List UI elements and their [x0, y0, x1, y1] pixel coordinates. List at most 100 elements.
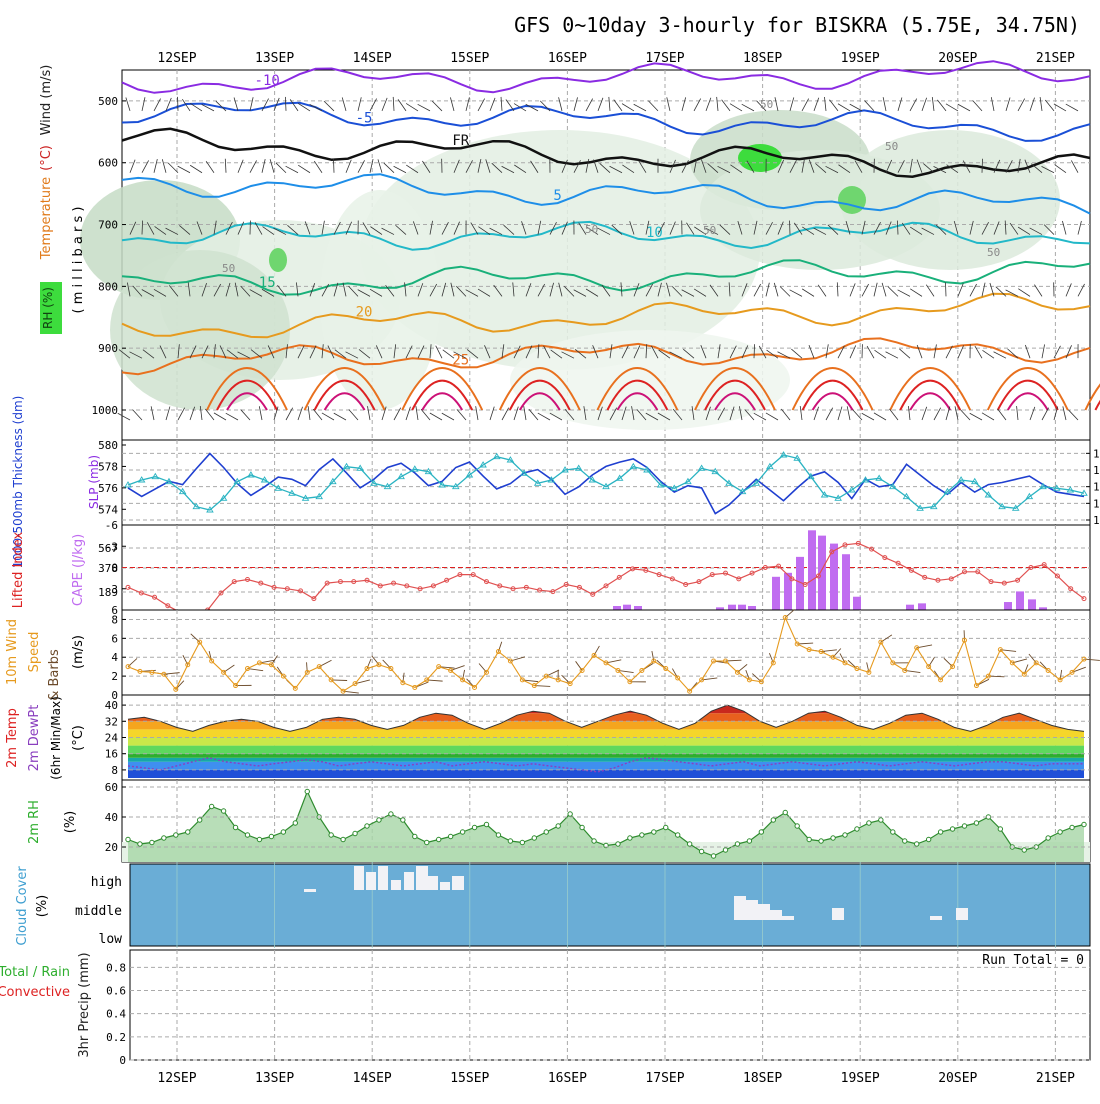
rh-contour-label: 50	[987, 246, 1000, 259]
rh-tick-label: 60	[105, 781, 118, 794]
temp-axis-label-4: (°C)	[71, 725, 86, 751]
rh-point	[747, 839, 751, 843]
rh-point	[460, 830, 464, 834]
pressure-tick-label: 500	[98, 95, 118, 108]
top-day-label: 18SEP	[743, 51, 782, 66]
rh-point	[843, 833, 847, 837]
bottom-day-label: 13SEP	[255, 1071, 294, 1086]
cloud-cover-bar	[832, 908, 844, 920]
rh-point	[664, 825, 668, 829]
isotherm-label: -10	[255, 73, 280, 89]
cloud-panel	[130, 864, 1090, 946]
slp-tick-label: 1018	[1093, 464, 1100, 477]
top-day-label: 13SEP	[255, 51, 294, 66]
rh-point	[257, 837, 261, 841]
wind-axis-label-2: Speed	[27, 632, 42, 673]
rh-point	[353, 831, 357, 835]
rh-point	[437, 837, 441, 841]
rh-point	[221, 809, 225, 813]
cloud-cover-bar	[440, 882, 450, 890]
isotherm-label: 15	[259, 275, 276, 291]
rh-contour-label: 50	[222, 262, 235, 275]
cape-bar	[808, 530, 816, 610]
cape-bar	[1004, 602, 1012, 610]
rh-point	[950, 827, 954, 831]
rh-point	[472, 825, 476, 829]
rh-point	[293, 821, 297, 825]
rh-point	[711, 854, 715, 858]
cape-bar	[918, 603, 926, 610]
cape-bar	[906, 605, 914, 610]
rh-point	[592, 839, 596, 843]
rh-point	[723, 848, 727, 852]
rh-point	[341, 837, 345, 841]
rh-point	[389, 812, 393, 816]
rh-point	[628, 836, 632, 840]
rh-point	[496, 833, 500, 837]
slp-tick-label: 1012	[1093, 514, 1100, 527]
rh-point	[1058, 830, 1062, 834]
cloud-cover-bar	[930, 916, 942, 920]
isotherm-label: FR	[452, 133, 469, 149]
rh-point	[508, 839, 512, 843]
li-tick-label: -6	[105, 519, 118, 532]
rh-point	[855, 827, 859, 831]
rh-point	[269, 834, 273, 838]
rh-shade-region	[320, 190, 440, 410]
isotherm-label: 25	[452, 352, 469, 368]
temp-tick-label: 32	[105, 715, 118, 728]
rh-point	[186, 830, 190, 834]
cape-axis-label: CAPE (J/kg)	[71, 534, 86, 606]
rh-point	[998, 827, 1002, 831]
precip-tick-label: 0	[119, 1054, 126, 1067]
bottom-day-label: 20SEP	[938, 1071, 977, 1086]
cloud-cover-bar	[391, 880, 401, 890]
rh-axis-label: 2m RH	[27, 800, 42, 844]
slp-tick-label: 1020	[1093, 447, 1100, 460]
wind-tick-label: 4	[111, 651, 118, 664]
pressure-tick-label: 1000	[92, 404, 119, 417]
millibars-axis-label: ( m i l l i b a r s )	[71, 207, 86, 314]
temp-tick-label: 40	[105, 699, 118, 712]
cape-bar	[634, 606, 642, 610]
rh-point	[867, 821, 871, 825]
bottom-day-label: 17SEP	[645, 1071, 684, 1086]
rh-point	[676, 833, 680, 837]
rh-point	[556, 824, 560, 828]
wind-axis-label: Wind (m/s)	[39, 65, 54, 136]
cloud-level-label: low	[99, 932, 123, 947]
cloud-axis-label: Cloud Cover	[15, 866, 30, 946]
precip-total-label: Total / Rain	[0, 965, 70, 980]
cloud-cover-bar	[956, 908, 968, 920]
temp-color-band	[122, 770, 1090, 778]
cape-bar	[853, 597, 861, 610]
wind-tick-label: 6	[111, 632, 118, 645]
rh-point	[699, 849, 703, 853]
cloud-cover-bar	[304, 889, 316, 892]
top-day-label: 21SEP	[1036, 51, 1075, 66]
bottom-day-label: 16SEP	[548, 1071, 587, 1086]
rh-point	[1022, 848, 1026, 852]
rh-point	[365, 824, 369, 828]
rh-point	[891, 830, 895, 834]
rh-tick-label: 20	[105, 841, 118, 854]
rh-point	[735, 842, 739, 846]
rh-point	[544, 830, 548, 834]
cape-tick-label: 189	[98, 586, 118, 599]
rh-point	[819, 839, 823, 843]
cape-bar	[748, 606, 756, 610]
cloud-level-label: high	[91, 875, 122, 890]
wind-axis-label-1: 10m Wind	[5, 619, 20, 685]
cloud-cover-bar	[452, 876, 464, 890]
rh-point	[1046, 836, 1050, 840]
precip-panel	[130, 950, 1090, 1060]
precip-tick-label: 0.2	[106, 1031, 126, 1044]
rh-point	[209, 804, 213, 808]
rh-point	[1070, 825, 1074, 829]
temp-axis-label-3: (6hr Min/Max)	[49, 696, 63, 780]
rh-point	[520, 840, 524, 844]
rh-point	[233, 825, 237, 829]
rh-point	[974, 821, 978, 825]
rh-point	[162, 836, 166, 840]
slp-panel	[122, 440, 1090, 525]
